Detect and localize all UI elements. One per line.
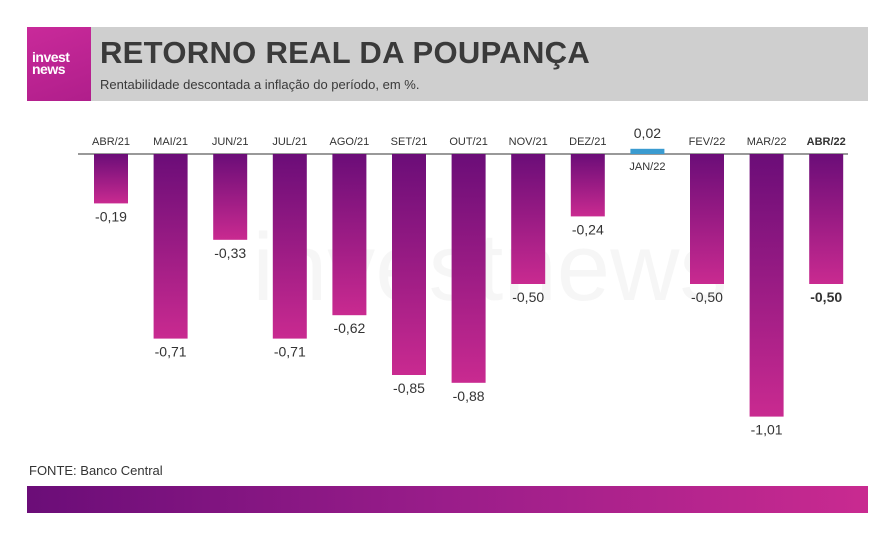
category-label: ABR/21 [92,136,130,148]
category-label: OUT/21 [449,136,488,148]
chart-title: RETORNO REAL DA POUPANÇA [100,35,591,70]
bar [511,154,546,284]
logo-text: invest news [32,49,70,77]
bar [272,154,307,339]
category-label: NOV/21 [509,136,548,148]
data-label: -0,33 [214,245,246,261]
category-label: JUL/21 [272,136,307,148]
data-label: 0,02 [634,125,661,141]
category-label: AGO/21 [330,136,370,148]
bar [809,154,844,284]
data-label: -0,88 [453,388,485,404]
header-banner: invest news RETORNO REAL DA POUPANÇA Ren… [27,27,868,101]
watermark: investnews [253,214,728,321]
data-label: -0,85 [393,380,425,396]
bar [213,154,248,240]
bar [451,154,486,383]
category-label: JAN/22 [629,161,665,173]
data-label: -0,50 [691,289,723,305]
source-note: FONTE: Banco Central [29,463,163,478]
bar [570,154,605,217]
bar [630,148,665,154]
chart-subtitle: Rentabilidade descontada a inflação do p… [100,77,420,92]
data-label: -1,01 [751,422,783,438]
data-label: -0,50 [512,289,544,305]
data-label: -0,71 [155,344,187,360]
data-label: -0,24 [572,221,604,237]
footer-gradient-bar [27,486,868,513]
bar [690,154,724,284]
bar [332,154,367,316]
category-label: MAR/22 [747,136,787,148]
category-label: SET/21 [391,136,428,148]
data-label: -0,62 [333,320,365,336]
category-label: ABR/22 [807,136,846,148]
category-label: MAI/21 [153,136,188,148]
data-label: -0,71 [274,344,306,360]
bar [94,154,128,204]
category-label: JUN/21 [212,136,249,148]
bar [392,154,426,375]
bar [153,154,188,339]
bar [749,154,784,417]
investnews-logo: invest news [27,27,91,101]
data-label: -0,19 [95,208,127,224]
data-label: -0,50 [810,289,842,305]
category-label: DEZ/21 [569,136,606,148]
category-label: FEV/22 [689,136,726,148]
